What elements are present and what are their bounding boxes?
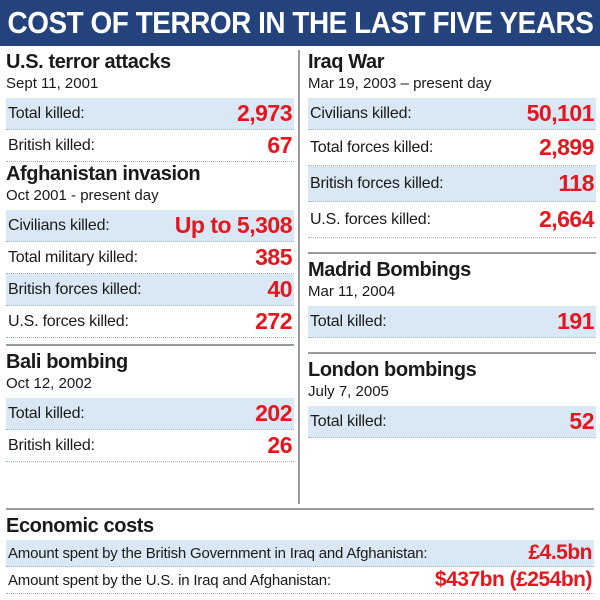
- stat-row: Total killed: 52: [308, 406, 596, 438]
- stat-row: British forces killed: 40: [6, 274, 294, 306]
- divider: [6, 508, 594, 510]
- stat-value: 50,101: [526, 100, 595, 126]
- stat-label: Total killed:: [8, 104, 85, 122]
- stat-row: British forces killed: 118: [308, 166, 596, 202]
- stat-row: Amount spent by the U.S. in Iraq and Afg…: [6, 567, 594, 594]
- stat-row: U.S. forces killed: 2,664: [308, 202, 596, 238]
- stat-row: Total killed: 191: [308, 306, 596, 338]
- stat-label: Amount spent by the U.S. in Iraq and Afg…: [8, 571, 331, 589]
- section-title: Afghanistan invasion: [6, 163, 201, 185]
- stat-value: 202: [255, 400, 292, 426]
- section-madrid: Madrid Bombings Mar 11, 2004 Total kille…: [308, 258, 596, 338]
- stat-value: 2,973: [236, 100, 293, 126]
- section-afghanistan: Afghanistan invasion Oct 2001 - present …: [6, 162, 294, 338]
- stat-label: Amount spent by the British Government i…: [8, 544, 428, 562]
- stat-label: Total killed:: [310, 412, 387, 430]
- stat-label: Total forces killed:: [310, 138, 434, 156]
- header-bar: COST OF TERROR IN THE LAST FIVE YEARS: [0, 0, 600, 46]
- stat-row: British killed: 67: [6, 130, 294, 162]
- stat-value: 2,899: [538, 134, 595, 160]
- stat-row: Civilians killed: 50,101: [308, 98, 596, 130]
- stat-row: Total forces killed: 2,899: [308, 130, 596, 166]
- stat-row: Total military killed: 385: [6, 242, 294, 274]
- stat-label: U.S. forces killed:: [8, 312, 129, 330]
- section-iraq: Iraq War Mar 19, 2003 – present day Civi…: [308, 50, 596, 238]
- stat-row: Civilians killed: Up to 5,308: [6, 210, 294, 242]
- section-date: July 7, 2005: [308, 383, 389, 400]
- stat-row: Amount spent by the British Government i…: [6, 540, 594, 567]
- stat-label: British forces killed:: [310, 174, 444, 192]
- section-title: Economic costs: [6, 515, 154, 537]
- section-title: U.S. terror attacks: [6, 51, 171, 73]
- section-date: Mar 19, 2003 – present day: [308, 75, 492, 92]
- stat-row: Total killed: 2,973: [6, 98, 294, 130]
- stat-label: Total military killed:: [8, 248, 138, 266]
- stat-value: 67: [267, 132, 292, 158]
- stat-label: Civilians killed:: [8, 216, 110, 234]
- section-economic: Economic costs Amount spent by the Briti…: [0, 508, 600, 594]
- stat-row: British killed: 26: [6, 430, 294, 462]
- stat-row: U.S. forces killed: 272: [6, 306, 294, 338]
- stat-label: British killed:: [8, 136, 95, 154]
- stat-label: Total killed:: [8, 404, 85, 422]
- section-date: Oct 12, 2002: [6, 375, 92, 392]
- stat-value: 52: [569, 408, 594, 434]
- section-title: Bali bombing: [6, 351, 128, 373]
- left-column: U.S. terror attacks Sept 11, 2001 Total …: [0, 50, 300, 504]
- section-bali: Bali bombing Oct 12, 2002 Total killed: …: [6, 350, 294, 462]
- divider: [308, 252, 596, 254]
- stat-label: Total killed:: [310, 312, 387, 330]
- stat-value: 40: [267, 276, 292, 302]
- stat-value: 2,664: [538, 206, 595, 232]
- columns: U.S. terror attacks Sept 11, 2001 Total …: [0, 50, 600, 504]
- stat-value: 191: [557, 308, 594, 334]
- stat-value: 272: [255, 308, 292, 334]
- stat-value: 118: [558, 170, 594, 196]
- stat-label: U.S. forces killed:: [310, 210, 431, 228]
- section-date: Oct 2001 - present day: [6, 187, 159, 204]
- section-london: London bombings July 7, 2005 Total kille…: [308, 358, 596, 438]
- section-date: Sept 11, 2001: [6, 75, 99, 92]
- section-title: London bombings: [308, 359, 477, 381]
- page-title: COST OF TERROR IN THE LAST FIVE YEARS: [7, 5, 593, 40]
- divider: [308, 352, 596, 354]
- section-date: Mar 11, 2004: [308, 283, 396, 300]
- stat-value: 26: [267, 432, 292, 458]
- stat-row: Total killed: 202: [6, 398, 294, 430]
- stat-value: £4.5bn: [528, 541, 592, 564]
- stat-label: Civilians killed:: [310, 104, 412, 122]
- stat-value: 385: [255, 244, 292, 270]
- section-title: Iraq War: [308, 51, 385, 73]
- right-column: Iraq War Mar 19, 2003 – present day Civi…: [300, 50, 600, 504]
- section-title: Madrid Bombings: [308, 259, 471, 281]
- section-us-attacks: U.S. terror attacks Sept 11, 2001 Total …: [6, 50, 294, 162]
- stat-label: British killed:: [8, 436, 95, 454]
- divider: [6, 344, 294, 346]
- stat-label: British forces killed:: [8, 280, 142, 298]
- stat-value: Up to 5,308: [174, 212, 293, 238]
- stat-value: $437bn (£254bn): [434, 568, 593, 591]
